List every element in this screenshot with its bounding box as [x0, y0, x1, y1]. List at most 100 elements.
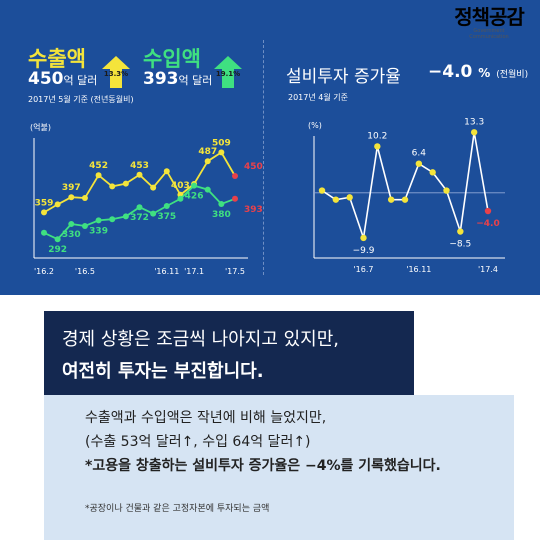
data-point — [136, 204, 143, 211]
data-label: 375 — [157, 212, 176, 222]
data-point — [136, 171, 143, 178]
data-point — [68, 194, 75, 201]
data-point — [109, 183, 116, 190]
data-point — [429, 169, 436, 176]
x-tick-label: '17.1 — [184, 267, 204, 276]
data-point — [41, 209, 47, 216]
data-point — [122, 213, 129, 220]
data-point — [443, 187, 450, 194]
data-label: 10.2 — [367, 131, 387, 141]
data-point — [95, 217, 102, 224]
data-label: 397 — [62, 183, 81, 193]
investment-value: −4.0 % (전월비) — [428, 62, 529, 82]
data-point — [163, 168, 170, 175]
headline-banner: 경제 상황은 조금씩 나아지고 있지만, 여전히 투자는 부진합니다. — [44, 311, 414, 395]
data-label: 450 — [244, 162, 263, 172]
panel-divider — [263, 40, 264, 275]
export-growth-arrow-icon: 13.3% — [102, 56, 130, 88]
data-point — [68, 221, 75, 227]
data-point — [54, 201, 61, 208]
data-point — [177, 195, 184, 202]
data-point — [150, 210, 157, 217]
data-label: −9.9 — [353, 246, 375, 256]
x-tick-label: '17.5 — [225, 267, 245, 276]
data-point — [374, 143, 381, 150]
data-point — [122, 180, 129, 187]
data-point — [81, 195, 88, 201]
data-point — [401, 196, 409, 203]
series-line-investment — [321, 132, 489, 239]
data-point — [41, 229, 47, 236]
data-point — [218, 149, 225, 156]
footnote: *공장이나 건물과 같은 고정자본에 투자되는 금액 — [85, 504, 270, 514]
data-point — [332, 196, 340, 203]
data-point — [218, 201, 225, 207]
data-point — [457, 228, 464, 235]
data-label: 487 — [198, 147, 217, 157]
data-point — [470, 129, 478, 136]
data-label: 403 — [171, 181, 190, 191]
data-point — [81, 223, 88, 229]
export-title: 수출액 — [28, 47, 86, 71]
data-label: 380 — [212, 210, 231, 220]
data-point — [204, 158, 211, 165]
import-growth-label: 19.1% — [215, 70, 241, 78]
headline-line-2: 여전히 투자는 부진합니다. — [62, 361, 264, 382]
y-axis-label: (%) — [308, 121, 322, 130]
trade-basis-note: 2017년 5월 기준 (전년동월비) — [28, 95, 134, 104]
data-label: 393 — [244, 205, 263, 215]
logo: 정책공감 Government Communication — [454, 5, 525, 40]
trade-line-chart: (억불) '16.2 '16.5 '16.11 '17.1 '17.5 359 397 452 4… — [30, 122, 263, 276]
investment-basis-note: 2017년 4월 기준 — [288, 93, 348, 102]
x-tick-label: '16.11 — [154, 267, 179, 276]
import-growth-arrow-icon: 19.1% — [214, 56, 242, 88]
data-point — [346, 194, 353, 201]
x-tick-label: '16.5 — [75, 267, 95, 276]
data-point — [415, 160, 423, 167]
import-value: 393억 달러 — [143, 69, 213, 89]
x-tick-label: '16.11 — [406, 265, 431, 274]
data-point — [360, 234, 367, 242]
data-label: 359 — [35, 198, 54, 208]
summary-line-1: 수출액과 수입액은 작년에 비해 늘었지만, — [85, 410, 327, 426]
data-label: 426 — [185, 192, 204, 202]
data-point — [163, 203, 170, 209]
data-point — [318, 187, 326, 194]
x-tick-label: '16.7 — [353, 265, 373, 274]
data-point — [232, 195, 238, 202]
import-title: 수입액 — [143, 47, 201, 71]
data-point — [191, 182, 198, 189]
data-label: 330 — [62, 230, 81, 240]
logo-text: 정책공감 — [454, 5, 525, 29]
data-label: 372 — [130, 213, 149, 223]
data-point — [232, 173, 238, 179]
investment-title: 설비투자 증가율 — [286, 67, 401, 87]
data-point — [54, 236, 61, 243]
data-label: 452 — [89, 161, 108, 171]
export-growth-label: 13.3% — [103, 70, 129, 78]
data-point — [150, 184, 157, 191]
data-point — [484, 207, 492, 215]
y-axis-label: (억불) — [30, 122, 51, 132]
investment-line-chart: (%) '16.7 '16.11 '17.4 −9.9 10.2 6.4 −8.5 13.3 −4… — [308, 117, 505, 274]
data-label: 509 — [212, 138, 231, 148]
data-point — [387, 196, 395, 203]
data-label: 453 — [130, 161, 149, 171]
data-point — [109, 216, 116, 223]
summary-line-3: *고용을 창출하는 설비투자 증가율은 −4%를 기록했습니다. — [85, 458, 441, 474]
data-label: 292 — [48, 245, 67, 255]
data-label: 339 — [89, 226, 108, 236]
summary-box: 수출액과 수입액은 작년에 비해 늘었지만, (수출 53억 달러↑, 수입 6… — [44, 395, 514, 540]
data-label: −4.0 — [476, 219, 499, 229]
data-point — [204, 186, 211, 193]
x-tick-label: '17.4 — [478, 265, 498, 274]
x-tick-label: '16.2 — [34, 267, 54, 276]
summary-line-2: (수출 53억 달러↑, 수입 64억 달러↑) — [85, 434, 311, 450]
data-point — [95, 172, 102, 179]
headline-line-1: 경제 상황은 조금씩 나아지고 있지만, — [62, 329, 340, 350]
logo-tagline: Government Communication — [469, 28, 509, 40]
data-label: 6.4 — [412, 149, 427, 159]
data-label: 13.3 — [464, 117, 484, 127]
infographic-top-panel — [0, 0, 540, 295]
export-value: 450억 달러 — [28, 69, 98, 89]
